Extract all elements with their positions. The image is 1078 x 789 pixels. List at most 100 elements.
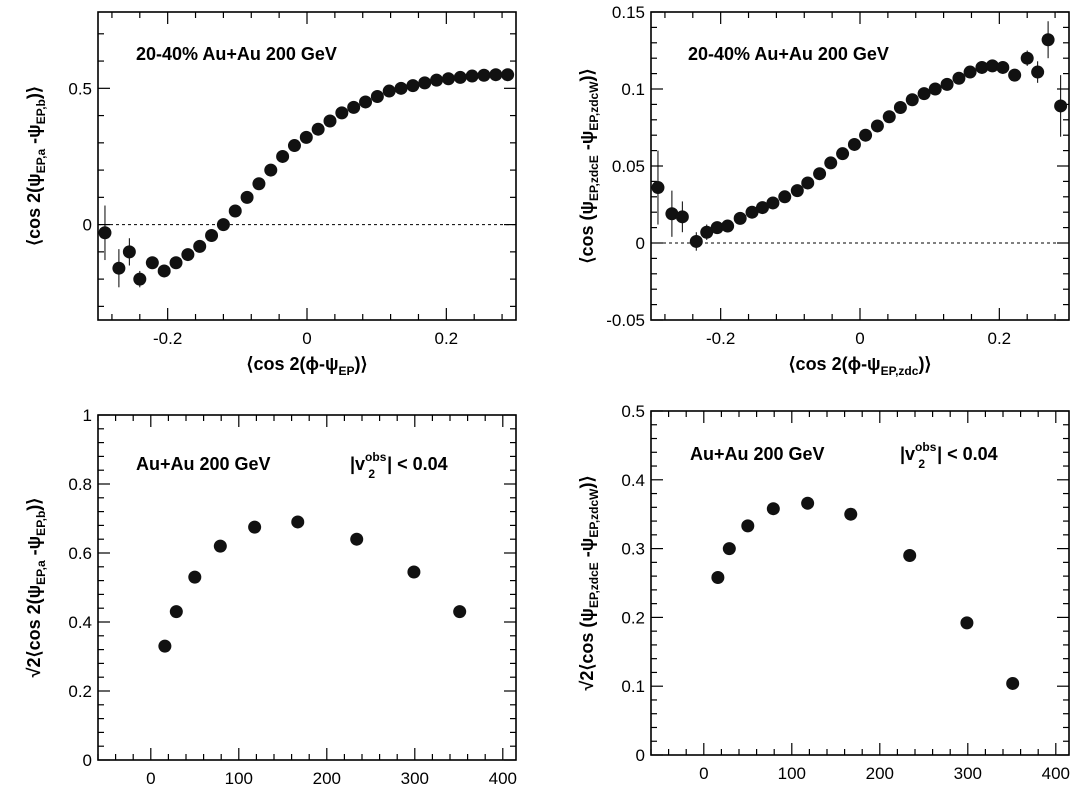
cut-label: |vobs 2 | < 0.04 (900, 440, 998, 471)
data-point (790, 184, 804, 198)
data-point (145, 256, 159, 270)
data-point (710, 221, 724, 235)
data-point (299, 130, 313, 144)
data-point (193, 239, 207, 253)
y-tick-label: 0.05 (612, 157, 645, 176)
data-point (801, 496, 815, 510)
x-tick-label: -0.2 (706, 329, 735, 348)
data-point (418, 76, 432, 90)
data-point (940, 77, 954, 91)
x-tick-label: -0.2 (153, 329, 182, 348)
y-axis-label: √2⟨cos (ψEP,zdcE -ψEP,zdcW)⟩ (577, 475, 601, 690)
cut-label: |vobs 2 | < 0.04 (350, 450, 448, 481)
data-point (741, 519, 755, 533)
data-point (169, 605, 183, 619)
x-tick-label: 300 (401, 769, 429, 784)
y-tick-label: 0.1 (621, 80, 645, 99)
data-point (711, 570, 725, 584)
x-tick-label: 0.2 (435, 329, 459, 348)
y-tick-label: 0 (83, 751, 92, 770)
y-tick-label: 0 (636, 746, 645, 765)
data-point (382, 84, 396, 98)
data-point (1008, 68, 1022, 82)
data-point (291, 515, 305, 529)
y-tick-label: 0.6 (68, 544, 92, 563)
y-tick-label: 1 (83, 406, 92, 425)
panel-annotation: Au+Au 200 GeV (136, 454, 271, 474)
chart-panel-4: 0 100 200 300 400 0 0.1 0.2 0.3 0.4 0.5 Au+Au 200 G… (577, 402, 1070, 783)
data-point (952, 71, 966, 85)
data-point (477, 68, 491, 82)
y-tick-label: 0.2 (621, 608, 645, 627)
data-point (824, 156, 838, 170)
x-tick-label: 200 (866, 764, 894, 783)
data-point (370, 89, 384, 103)
y-tick-label: 0.4 (621, 471, 645, 490)
data-point (1041, 33, 1055, 47)
y-axis-label: ⟨cos 2(ψEP,a -ψEP,b)⟩ (24, 86, 48, 246)
data-point (394, 81, 408, 95)
data-point (745, 205, 759, 219)
data-point (1054, 99, 1068, 113)
data-point (347, 100, 361, 114)
data-point (675, 210, 689, 224)
data-point (847, 137, 861, 151)
data-point (188, 570, 202, 584)
data-point (311, 122, 325, 136)
data-point (465, 69, 479, 83)
data-point (996, 60, 1010, 74)
y-tick-label: 0 (636, 234, 645, 253)
data-point (928, 82, 942, 96)
x-tick-label: 0 (855, 329, 864, 348)
y-tick-label: 0.2 (68, 682, 92, 701)
x-tick-label: 300 (954, 764, 982, 783)
data-point (264, 163, 278, 177)
data-point (406, 79, 420, 93)
y-tick-label: 0 (83, 216, 92, 235)
panel-annotation: 20-40% Au+Au 200 GeV (136, 44, 337, 64)
y-axis-label: √2⟨cos 2(ψEP,a -ψEP,b)⟩ (24, 498, 48, 678)
data-point (975, 60, 989, 74)
chart-panel-3: 0 100 200 300 400 0 0.2 0.4 0.6 0.8 1 Au+Au 200 GeV… (24, 406, 517, 788)
data-point (917, 87, 931, 101)
data-point (1006, 676, 1020, 690)
data-point (287, 139, 301, 153)
data-point (158, 639, 172, 653)
x-tick-label: 100 (225, 769, 253, 784)
data-point (813, 167, 827, 181)
data-point (801, 176, 815, 190)
y-tick-label: 0.5 (68, 79, 92, 98)
data-point (905, 93, 919, 107)
data-point (122, 245, 136, 259)
data-point (960, 616, 974, 630)
data-point (157, 264, 171, 278)
data-point (489, 68, 503, 82)
y-tick-label: 0.5 (621, 402, 645, 421)
y-tick-label: -0.05 (606, 311, 645, 330)
data-point (441, 72, 455, 86)
y-tick-label: 0.4 (68, 613, 92, 632)
y-tick-label: 0.1 (621, 677, 645, 696)
data-point (766, 196, 780, 210)
data-point (700, 225, 714, 239)
x-tick-label: 0 (146, 769, 155, 784)
data-point (112, 261, 126, 275)
data-point (453, 605, 467, 619)
chart-panel-1: -0.2 0 0.2 0 0.5 20-40% Au+Au 200 GeV ⟨cos 2(ϕ… (24, 11, 517, 378)
data-point (766, 502, 780, 516)
chart-panel-2: -0.2 0 0.2 -0.05 0 0.05 0.1 0.15 20-40% Au+Au 20… (577, 3, 1070, 378)
data-point (216, 218, 230, 232)
data-point (213, 539, 227, 553)
x-axis-label: ⟨cos 2(ϕ-ψEP)⟩ (246, 354, 367, 378)
data-point (248, 520, 262, 534)
data-point (778, 190, 792, 204)
data-point (859, 128, 873, 142)
data-point (453, 70, 467, 84)
panel-annotation: 20-40% Au+Au 200 GeV (688, 44, 889, 64)
data-point (733, 211, 747, 225)
data-point (721, 219, 735, 233)
data-point (276, 149, 290, 163)
y-axis-label: ⟨cos (ψEP,zdcE -ψEP,zdcW)⟩ (577, 68, 601, 263)
x-axis-label: ⟨cos 2(ϕ-ψEP,zdc)⟩ (789, 354, 932, 378)
